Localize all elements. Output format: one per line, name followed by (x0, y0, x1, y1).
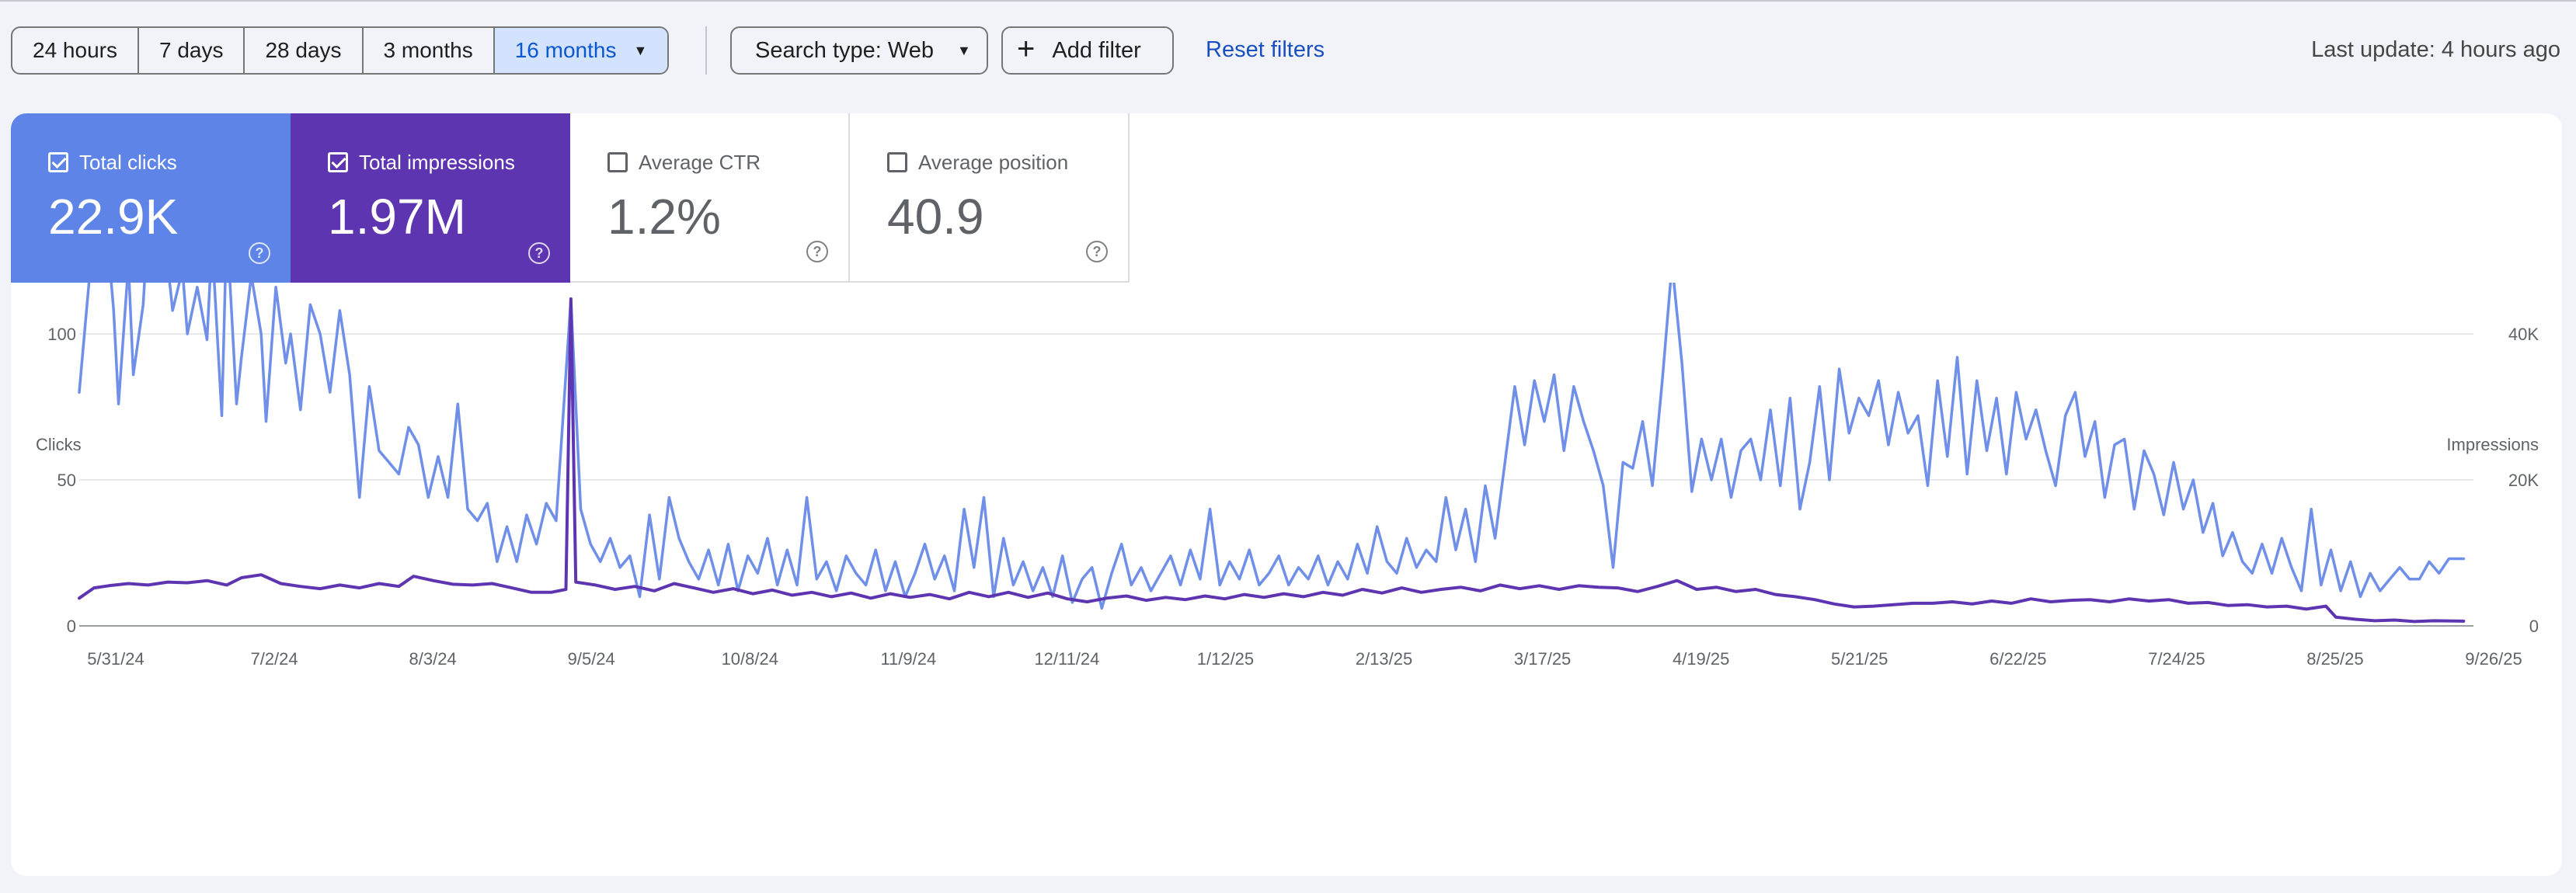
y-axis-right-title: Impressions (2446, 435, 2539, 454)
metric-total-impressions[interactable]: Total impressions 1.97M ? (291, 113, 570, 283)
x-tick-label: 5/21/25 (1831, 649, 1888, 669)
date-range-24-hours[interactable]: 24 hours (12, 28, 139, 73)
date-range-label: 7 days (158, 38, 224, 62)
reset-filters-link[interactable]: Reset filters (1206, 37, 1325, 62)
x-tick-label: 8/3/24 (409, 649, 457, 669)
metric-label: Total clicks (79, 151, 177, 174)
x-tick-label: 7/24/25 (2148, 649, 2205, 669)
date-range-label: 28 days (265, 38, 342, 62)
checkbox-icon[interactable] (607, 152, 628, 172)
search-type-dropdown[interactable]: Search type: Web ▼ (730, 26, 988, 75)
y-left-tick-label: 50 (57, 471, 76, 490)
toolbar-divider (705, 26, 707, 75)
metric-label: Average CTR (639, 151, 761, 174)
x-tick-label: 4/19/25 (1673, 649, 1729, 669)
x-tick-label: 11/9/24 (880, 649, 936, 669)
y-right-tick-label: 0 (2529, 617, 2539, 636)
caret-down-icon: ▼ (633, 42, 648, 58)
date-range-label: 24 hours (33, 38, 117, 62)
help-circle-icon[interactable]: ? (249, 242, 270, 264)
chart-series (78, 283, 2466, 624)
y-axis-left-title: Clicks (36, 435, 82, 454)
metric-value: 40.9 (887, 189, 984, 245)
series-line-clicks (78, 283, 2466, 610)
y-left-tick-label: 0 (67, 617, 76, 636)
date-range-3-months[interactable]: 3 months (364, 28, 495, 73)
plus-icon: + (1017, 32, 1036, 66)
y-left-tick-label: 100 (47, 325, 76, 344)
x-tick-label: 3/17/25 (1514, 649, 1571, 669)
x-tick-label: 12/11/24 (1034, 649, 1099, 669)
caret-down-icon: ▼ (956, 42, 971, 58)
x-tick-label: 8/25/25 (2306, 649, 2363, 669)
date-range-label: 3 months (383, 38, 473, 62)
date-range-16-months[interactable]: 16 months ▼ (494, 28, 668, 73)
date-range-7-days[interactable]: 7 days (139, 28, 245, 73)
add-filter-label: Add filter (1052, 37, 1141, 63)
x-tick-label: 6/22/25 (1989, 649, 2046, 669)
x-tick-label: 10/8/24 (722, 649, 778, 669)
series-line-impressions (78, 297, 2466, 624)
x-tick-label: 1/12/25 (1197, 649, 1254, 669)
performance-chart[interactable]: Clicks Impressions 005020K10040K15060K5/… (11, 283, 2562, 876)
checkbox-icon[interactable] (328, 152, 348, 172)
metric-value: 22.9K (48, 189, 179, 245)
y-right-tick-label: 40K (2508, 325, 2539, 344)
metric-value: 1.97M (328, 189, 466, 245)
chart-gridlines (79, 333, 2473, 627)
performance-card: Total clicks 22.9K ? Total impressions 1… (11, 113, 2562, 876)
metric-average-position[interactable]: Average position 40.9 ? (850, 113, 1130, 283)
help-circle-icon[interactable]: ? (806, 241, 828, 262)
date-range-selector: 24 hours 7 days 28 days 3 months 16 mont… (11, 26, 670, 75)
help-circle-icon[interactable]: ? (528, 242, 550, 264)
metric-total-clicks[interactable]: Total clicks 22.9K ? (11, 113, 291, 283)
x-tick-label: 7/2/24 (250, 649, 298, 669)
x-tick-label: 5/31/24 (87, 649, 144, 669)
top-divider (0, 0, 2576, 2)
date-range-28-days[interactable]: 28 days (245, 28, 364, 73)
metric-label: Average position (918, 151, 1069, 174)
date-range-label: 16 months (514, 38, 617, 62)
checkbox-icon[interactable] (48, 152, 68, 172)
metric-label: Total impressions (359, 151, 515, 174)
metric-value: 1.2% (607, 189, 721, 245)
x-tick-label: 2/13/25 (1356, 649, 1412, 669)
checkbox-icon[interactable] (887, 152, 907, 172)
help-circle-icon[interactable]: ? (1086, 241, 1108, 262)
chart-axis-ticks: 005020K10040K15060K5/31/247/2/248/3/249/… (47, 325, 2539, 669)
search-type-label: Search type: Web (755, 37, 934, 63)
x-tick-label: 9/26/25 (2465, 649, 2522, 669)
last-update-text: Last update: 4 hours ago (2311, 37, 2560, 62)
x-tick-label: 9/5/24 (568, 649, 615, 669)
y-right-tick-label: 20K (2508, 471, 2539, 490)
add-filter-button[interactable]: + Add filter (1001, 26, 1174, 75)
metric-average-ctr[interactable]: Average CTR 1.2% ? (570, 113, 850, 283)
